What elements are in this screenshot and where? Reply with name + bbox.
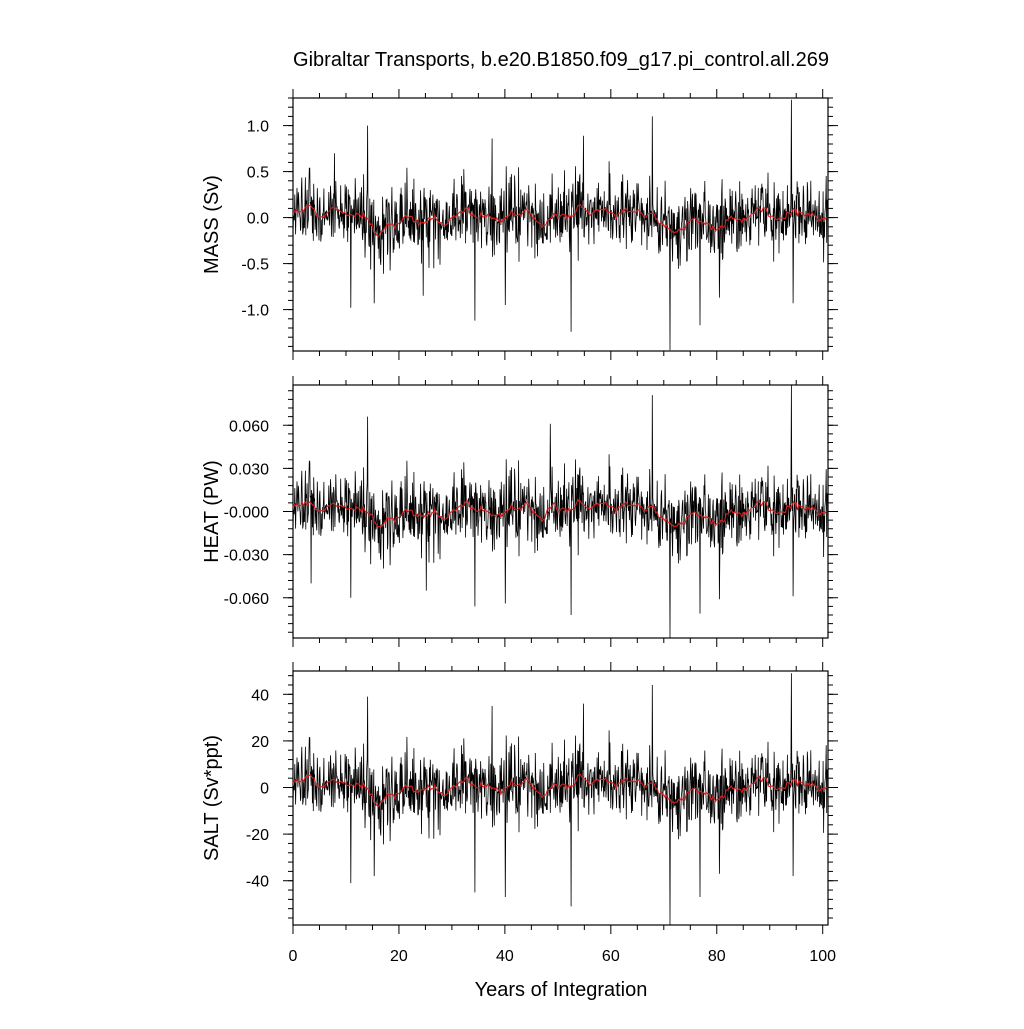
y-tick-label-mass: 0.5 <box>247 165 269 182</box>
series-raw-mass <box>292 99 828 351</box>
y-tick-label-salt: 20 <box>251 734 269 751</box>
y-axis-title-salt: SALT (Sv*ppt) <box>201 735 223 861</box>
y-tick-label-mass: 0.0 <box>247 211 269 228</box>
y-tick-label-salt: -20 <box>246 827 269 844</box>
y-tick-label-salt: -40 <box>246 874 269 891</box>
x-axis-title: Years of Integration <box>475 979 648 1001</box>
x-tick-label: 40 <box>496 948 514 965</box>
y-tick-label-mass: -1.0 <box>241 303 269 320</box>
x-tick-label: 100 <box>809 948 836 965</box>
x-tick-label: 0 <box>289 948 298 965</box>
y-tick-label-heat: -0.060 <box>224 591 269 608</box>
chart-panels: 1.0 0.5 0.0 -0.5 -1.0 MASS (Sv) 0.060 0.030 -0.0… <box>201 89 838 965</box>
x-tick-label: 80 <box>708 948 726 965</box>
y-tick-label-mass: 1.0 <box>247 119 269 136</box>
y-axis-title-mass: MASS (Sv) <box>201 175 223 274</box>
y-tick-label-heat: -0.030 <box>224 548 269 565</box>
series-raw-heat <box>292 384 828 639</box>
y-tick-label-heat: 0.060 <box>229 418 269 435</box>
chart-title: Gibraltar Transports, b.e20.B1850.f09_g1… <box>293 49 829 71</box>
y-tick-label-heat: -0.000 <box>224 505 269 522</box>
y-tick-label-salt: 40 <box>251 687 269 704</box>
y-axis-title-heat: HEAT (PW) <box>201 460 223 563</box>
x-tick-label: 60 <box>602 948 620 965</box>
x-tick-label: 20 <box>390 948 408 965</box>
series-raw-salt <box>292 673 828 926</box>
series-smooth-heat <box>292 498 828 528</box>
series-smooth-mass <box>292 204 828 237</box>
series-smooth-salt <box>292 773 828 808</box>
y-tick-label-mass: -0.5 <box>241 257 269 274</box>
y-tick-label-salt: 0 <box>260 781 269 798</box>
y-tick-label-heat: 0.030 <box>229 461 269 478</box>
